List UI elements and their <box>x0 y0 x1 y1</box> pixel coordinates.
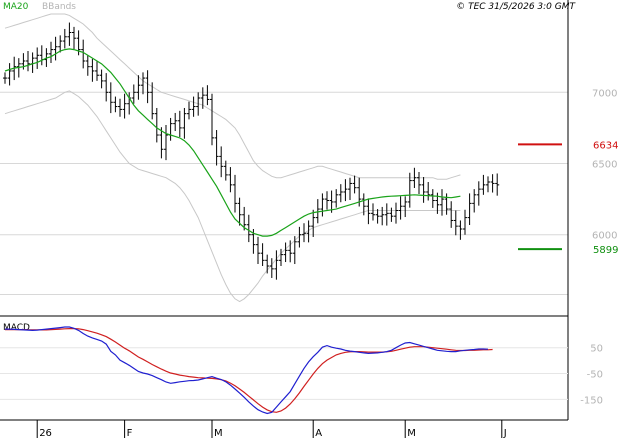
price-tick-label: 7000 <box>592 88 617 99</box>
macd-line <box>5 326 489 415</box>
x-tick-label: M <box>407 428 416 439</box>
macd-signal-line <box>5 328 493 413</box>
time-axis: 26 F M A M J <box>0 419 568 439</box>
macd-tick-label: 50 <box>590 344 603 355</box>
macd-tick-label: -150 <box>580 395 603 406</box>
x-tick-label: J <box>503 428 507 439</box>
ma20-path <box>4 48 461 237</box>
resistance-label: 6634 <box>593 140 618 151</box>
price-bars <box>3 22 500 280</box>
copyright-text: © TEC 31/5/2026 3:0 GMT <box>456 2 576 12</box>
macd-tick-label: -50 <box>587 370 603 381</box>
header-legend: MA20 BBands © TEC 31/5/2026 3:0 GMT <box>3 2 577 12</box>
ma20-line <box>4 48 461 237</box>
x-tick-label: M <box>214 428 223 439</box>
x-tick-label: 26 <box>39 428 52 439</box>
legend-bbands: BBands <box>42 2 76 12</box>
price-grid <box>0 91 568 295</box>
bband-lower <box>4 90 461 303</box>
support-label: 5899 <box>593 245 618 256</box>
x-tick-label: A <box>315 428 322 439</box>
macd-panel: 50 -50 -150 MACD <box>0 0 603 420</box>
bollinger-bands <box>4 13 461 303</box>
x-tick-label: F <box>127 428 133 439</box>
bband-upper <box>4 13 461 180</box>
legend-ma20: MA20 <box>3 2 29 12</box>
price-levels: 6634 5899 <box>518 140 618 256</box>
price-tick-label: 6500 <box>592 160 617 171</box>
macd-title: MACD <box>3 323 30 333</box>
price-axis: 7000 6500 6000 <box>592 88 617 241</box>
price-tick-label: 6000 <box>592 231 617 242</box>
